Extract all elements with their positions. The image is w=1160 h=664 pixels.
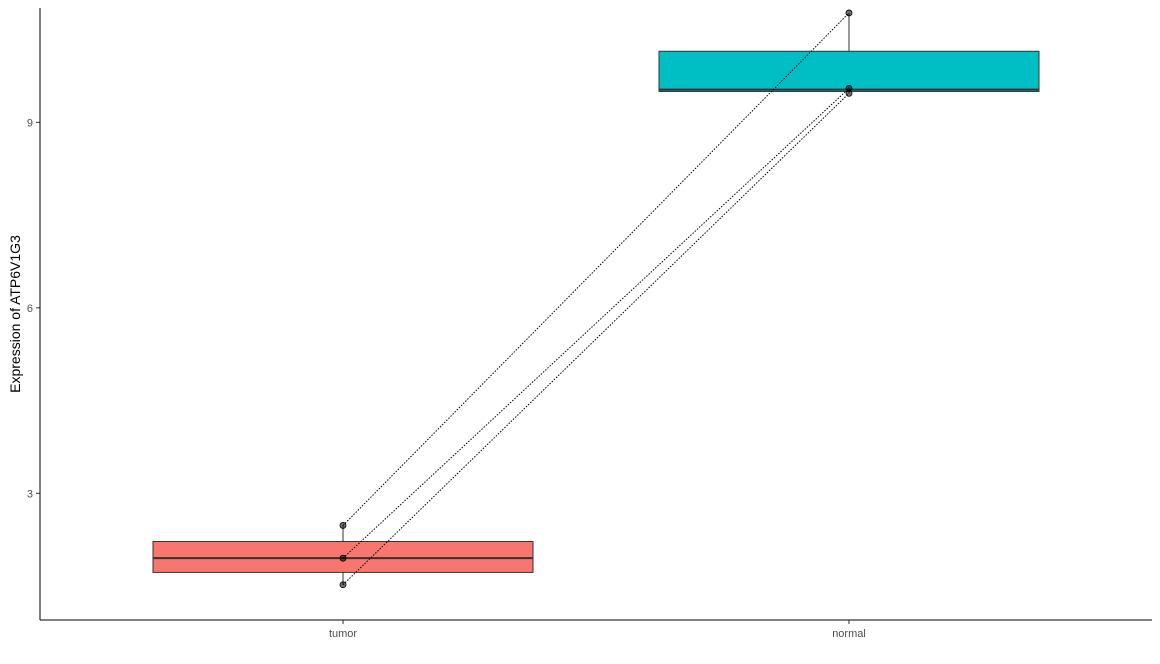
y-tick-label: 6 [27, 303, 33, 315]
paired-line [342, 87, 850, 559]
paired-line [342, 12, 850, 526]
tumor-point [339, 522, 347, 529]
points-layer [339, 9, 853, 589]
x-tick-label: normal [832, 628, 866, 640]
x-axis-ticks: tumor normal [329, 620, 866, 640]
y-axis-ticks: 3 6 9 [27, 117, 40, 500]
tumor-point [339, 581, 347, 589]
normal-point [845, 9, 853, 17]
box-layer [152, 12, 1040, 585]
y-axis-title: Expression of ATP6V1G3 [7, 235, 23, 393]
y-tick-label: 3 [27, 488, 33, 500]
tumor-point [339, 554, 347, 562]
paired-line [342, 92, 850, 586]
x-tick-label: tumor [329, 628, 357, 640]
paired-lines-layer [342, 12, 850, 586]
y-tick-label: 9 [27, 117, 33, 129]
normal-point [845, 89, 853, 97]
normal-box [658, 50, 1040, 92]
